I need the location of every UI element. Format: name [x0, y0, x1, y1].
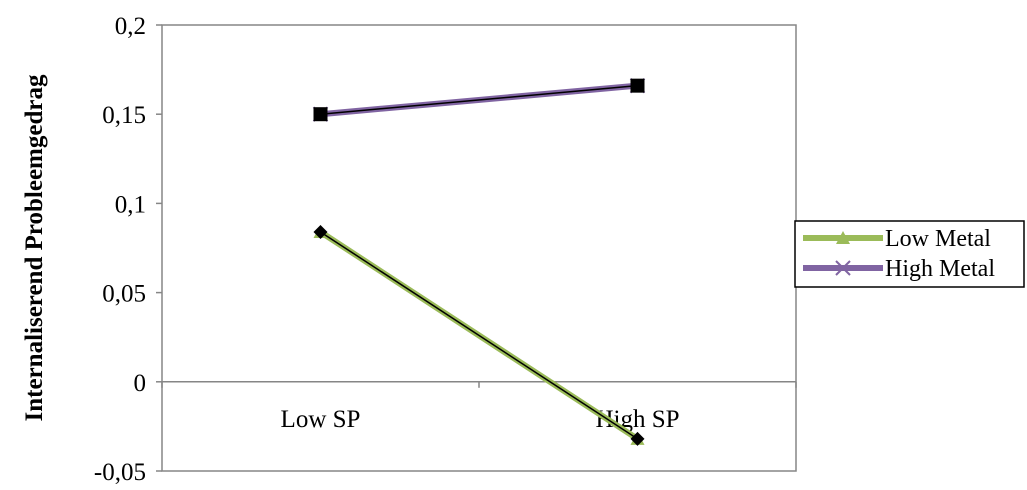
plot-area [162, 25, 796, 471]
y-tick-label: 0,15 [102, 102, 146, 129]
square-marker [631, 79, 645, 93]
y-axis-label: Internaliserend Probleemgedrag [21, 74, 48, 421]
y-tick-label: 0 [134, 370, 147, 397]
square-marker [314, 107, 328, 121]
legend: Low Metal High Metal [795, 221, 1024, 287]
y-tick-label: 0,1 [115, 191, 146, 218]
y-tick-label: 0,05 [102, 281, 146, 308]
x-tick-label: Low SP [281, 406, 361, 433]
legend-label: Low Metal [885, 226, 991, 252]
y-tick-label: 0,2 [115, 13, 146, 40]
legend-label: High Metal [885, 256, 995, 282]
y-tick-label: -0,05 [94, 459, 146, 485]
